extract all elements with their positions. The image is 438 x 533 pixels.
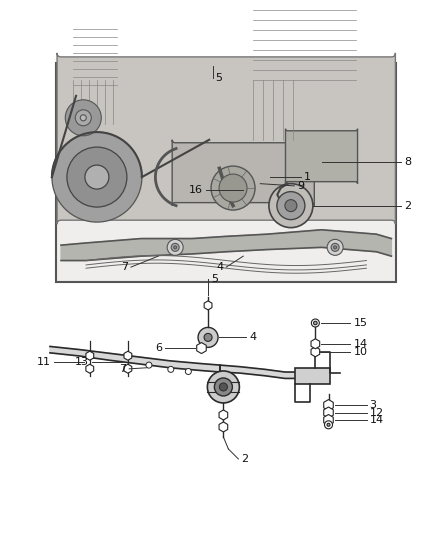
Circle shape	[285, 200, 297, 212]
Polygon shape	[124, 364, 132, 373]
Circle shape	[269, 184, 313, 228]
Text: 7: 7	[119, 364, 126, 374]
FancyBboxPatch shape	[172, 140, 314, 206]
Text: 12: 12	[370, 408, 384, 417]
FancyBboxPatch shape	[286, 129, 357, 184]
Polygon shape	[324, 400, 333, 410]
Text: 5: 5	[211, 274, 218, 285]
Circle shape	[334, 246, 337, 249]
Polygon shape	[204, 301, 212, 310]
Circle shape	[214, 378, 233, 396]
Polygon shape	[219, 410, 228, 420]
Circle shape	[331, 244, 339, 252]
Text: 3: 3	[370, 400, 377, 410]
Text: 14: 14	[370, 415, 384, 425]
Circle shape	[185, 368, 191, 375]
Text: 4: 4	[249, 333, 256, 342]
Text: 2: 2	[404, 200, 412, 211]
Polygon shape	[124, 351, 132, 360]
Text: 5: 5	[215, 73, 223, 83]
Text: 15: 15	[353, 318, 367, 328]
Polygon shape	[197, 343, 206, 353]
Polygon shape	[220, 365, 315, 378]
Polygon shape	[61, 230, 392, 261]
Circle shape	[198, 327, 218, 348]
Polygon shape	[324, 415, 333, 425]
Circle shape	[314, 321, 317, 325]
Circle shape	[325, 421, 332, 429]
Circle shape	[204, 333, 212, 342]
Circle shape	[167, 239, 183, 255]
Circle shape	[80, 115, 86, 121]
Polygon shape	[311, 339, 320, 349]
Circle shape	[171, 244, 179, 252]
FancyBboxPatch shape	[57, 53, 396, 224]
Text: 1: 1	[304, 172, 311, 182]
Circle shape	[52, 132, 142, 222]
Text: 2: 2	[241, 454, 248, 464]
Text: 13: 13	[75, 357, 89, 367]
Circle shape	[168, 366, 174, 373]
Text: 9: 9	[297, 181, 304, 191]
Circle shape	[219, 383, 227, 391]
Circle shape	[174, 246, 177, 249]
Text: 7: 7	[121, 262, 128, 272]
Polygon shape	[86, 364, 94, 373]
Circle shape	[277, 192, 305, 220]
Circle shape	[311, 319, 319, 327]
Text: 10: 10	[353, 347, 367, 357]
FancyBboxPatch shape	[295, 368, 330, 384]
Circle shape	[146, 362, 152, 368]
Circle shape	[207, 371, 240, 403]
Polygon shape	[86, 351, 94, 360]
Text: 4: 4	[216, 262, 223, 272]
Circle shape	[85, 165, 109, 189]
Text: 8: 8	[404, 157, 412, 167]
Circle shape	[327, 423, 330, 426]
Text: 14: 14	[353, 339, 367, 349]
Circle shape	[327, 239, 343, 255]
Polygon shape	[311, 347, 320, 357]
Circle shape	[219, 174, 247, 202]
Circle shape	[75, 110, 91, 126]
FancyBboxPatch shape	[56, 63, 396, 282]
Circle shape	[211, 166, 255, 210]
Circle shape	[65, 100, 101, 136]
Polygon shape	[219, 422, 228, 432]
Circle shape	[67, 147, 127, 207]
Text: 16: 16	[189, 185, 203, 195]
Polygon shape	[50, 346, 220, 372]
Polygon shape	[324, 407, 333, 418]
Text: 11: 11	[37, 357, 51, 367]
Text: 6: 6	[155, 343, 162, 353]
